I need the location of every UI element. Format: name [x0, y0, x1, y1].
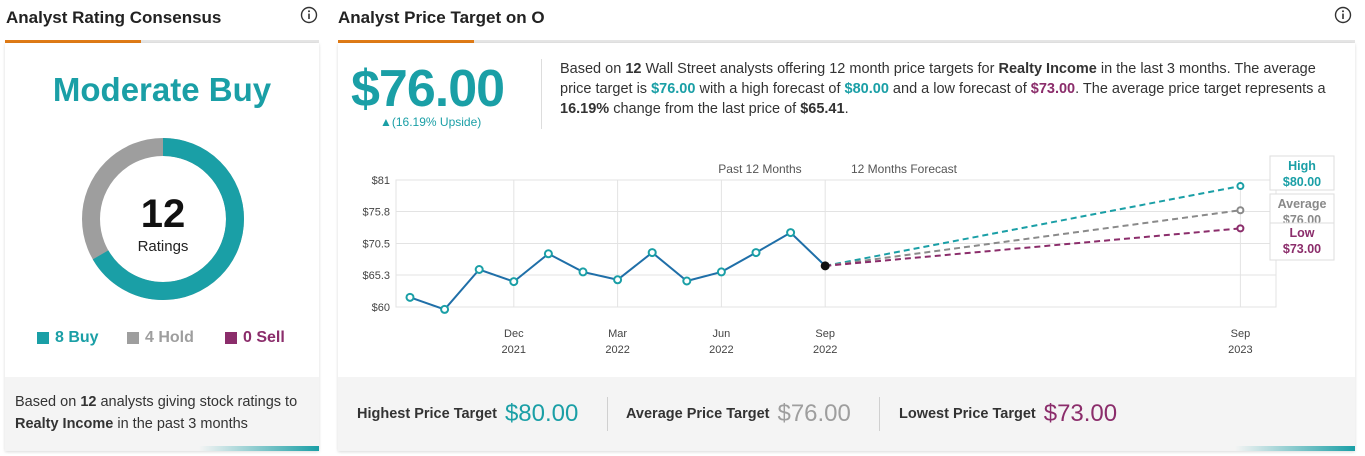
price-history-point	[613, 275, 623, 285]
tab-divider	[5, 40, 319, 43]
forecast-average-label: Average$76.00	[1269, 193, 1335, 227]
active-tab-underline	[5, 40, 141, 43]
footer-accent	[1235, 446, 1355, 451]
x-tick-year: 2022	[813, 344, 837, 356]
past-12-months-label: Past 12 Months	[718, 162, 801, 176]
rating-consensus-title: Analyst Rating Consensus	[6, 8, 222, 27]
sell-count-label: 0 Sell	[243, 329, 285, 346]
header-separator	[541, 59, 542, 129]
hold-count-label: 4 Hold	[145, 329, 194, 346]
price-history-point	[751, 248, 761, 258]
summary-separator	[879, 397, 880, 431]
price-target-title: Analyst Price Target on O	[338, 8, 545, 27]
sell-swatch	[225, 332, 237, 344]
forecast-high-label: High $80.00	[1269, 155, 1335, 191]
price-history-point	[578, 267, 588, 277]
price-history-point	[716, 267, 726, 277]
x-tick-month: Sep	[1231, 328, 1251, 340]
average-price-target: $76.00	[351, 60, 505, 118]
price-history-point	[543, 249, 553, 259]
y-tick-label: $81	[372, 175, 390, 187]
lowest-value: $73.00	[1043, 400, 1118, 427]
active-tab-underline	[338, 40, 474, 43]
forecast-label: 12 Months Forecast	[851, 162, 958, 176]
highest-value: $80.00	[504, 400, 579, 427]
forecast-label-box	[1269, 222, 1335, 261]
hold-swatch	[127, 332, 139, 344]
x-tick-year: 2022	[709, 344, 733, 356]
tab-divider	[338, 40, 1355, 43]
y-tick-label: $65.3	[362, 270, 390, 282]
y-tick-label: $70.5	[362, 239, 390, 251]
x-tick-month: Dec	[504, 328, 524, 340]
forecast-label-name: Average	[1278, 197, 1327, 211]
buy-count-label: 8 Buy	[55, 329, 99, 346]
lowest-label: Lowest Price Target	[899, 406, 1036, 422]
price-target-summary: Highest Price Target $80.00 Average Pric…	[338, 377, 1355, 451]
forecast-high-line	[825, 185, 1241, 267]
legend-hold: 4 Hold	[127, 329, 194, 347]
forecast-low-line	[825, 227, 1241, 267]
x-tick-month: Sep	[815, 328, 835, 340]
footer-accent	[199, 446, 319, 451]
x-tick-month: Mar	[608, 328, 627, 340]
y-tick-label: $60	[372, 302, 390, 314]
ratings-footer: Based on 12 analysts giving stock rating…	[5, 377, 319, 451]
price-target-card: $76.00 ▲(16.19% Upside) Based on 12 Wall…	[338, 43, 1355, 451]
highest-label: Highest Price Target	[357, 406, 497, 422]
buy-swatch	[37, 332, 49, 344]
average-label: Average Price Target	[626, 406, 770, 422]
forecast-label-value: $80.00	[1283, 175, 1321, 189]
price-history-point	[682, 276, 692, 286]
forecast-label-box	[1269, 155, 1335, 191]
legend-buy: 8 Buy	[37, 329, 99, 347]
total-ratings: 12	[141, 192, 186, 236]
price-history-point	[440, 304, 450, 314]
forecast-average-point	[1236, 206, 1245, 215]
y-tick-label: $75.8	[362, 206, 390, 218]
x-tick-year: 2022	[605, 344, 629, 356]
forecast-high-point	[1236, 182, 1245, 191]
consensus-rating: Moderate Buy	[52, 71, 272, 108]
average-value: $76.00	[777, 400, 851, 427]
price-history-point	[509, 277, 519, 287]
ratings-donut-chart: 12 Ratings	[82, 138, 244, 300]
lowest-price-target: Lowest Price Target $73.00	[899, 377, 1117, 451]
upside-percent: ▲(16.19% Upside)	[380, 115, 482, 129]
last-price-point	[820, 261, 830, 271]
forecast-low-point	[1236, 224, 1245, 233]
legend-sell: 0 Sell	[225, 329, 285, 347]
forecast-label-value: $73.00	[1283, 242, 1321, 256]
buy-segment	[82, 138, 244, 300]
forecast-label-name: Low	[1290, 226, 1315, 240]
forecast-average-line	[825, 209, 1241, 267]
price-target-description: Based on 12 Wall Street analysts offerin…	[560, 61, 1326, 117]
x-tick-year: 2023	[1228, 344, 1252, 356]
forecast-low-label: Low $73.00	[1269, 222, 1335, 261]
highest-price-target: Highest Price Target $80.00	[357, 377, 578, 451]
x-tick-month: Jun	[713, 328, 731, 340]
price-history-point	[405, 292, 415, 302]
ratings-label: Ratings	[138, 238, 189, 255]
info-icon[interactable]	[300, 6, 318, 24]
x-tick-year: 2021	[502, 344, 526, 356]
rating-consensus-card: Moderate Buy 12 Ratings 8 Buy 4 Hold 0 S…	[5, 43, 319, 451]
forecast-label-name: High	[1288, 159, 1316, 173]
price-target-chart: $81 $75.8 $70.5 $65.3 $60 Dec 2021 Mar 2022 Jun 20…	[362, 155, 1335, 356]
info-icon[interactable]	[1334, 6, 1352, 24]
price-history-point	[647, 248, 657, 258]
summary-separator	[607, 397, 608, 431]
price-history-point	[474, 265, 484, 275]
price-history-point	[786, 228, 796, 238]
ratings-footer-text: Based on 12 analysts giving stock rating…	[15, 394, 298, 432]
average-price-target-summary: Average Price Target $76.00	[626, 377, 851, 451]
